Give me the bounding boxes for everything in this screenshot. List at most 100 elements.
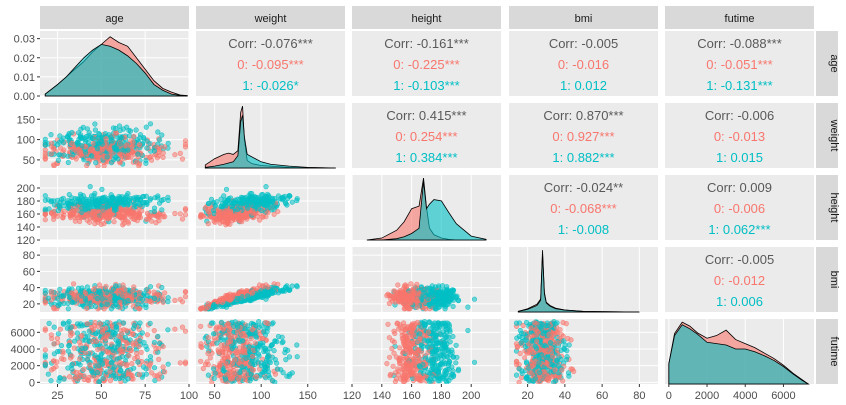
point-group-0 xyxy=(407,306,413,312)
point-group-1 xyxy=(248,360,254,366)
point-group-0 xyxy=(76,339,83,345)
point-group-0 xyxy=(425,329,432,335)
point-group-0 xyxy=(223,361,229,367)
point-group-0 xyxy=(149,370,155,376)
point-group-0 xyxy=(42,150,48,156)
point-group-1 xyxy=(435,304,441,311)
point-group-1 xyxy=(453,342,459,348)
point-group-0 xyxy=(73,156,79,162)
point-group-1 xyxy=(143,124,149,130)
point-group-1 xyxy=(42,354,48,360)
point-group-0 xyxy=(119,331,125,337)
point-group-1 xyxy=(268,343,274,349)
point-group-1 xyxy=(432,376,438,382)
corr-overall: Corr: 0.009 xyxy=(707,180,772,195)
corr-overall: Corr: 0.415*** xyxy=(386,108,466,123)
point-group-0 xyxy=(177,360,183,366)
point-group-0 xyxy=(260,283,266,289)
point-group-0 xyxy=(409,340,416,346)
point-group-1 xyxy=(54,142,61,148)
point-group-0 xyxy=(60,214,66,221)
point-group-0 xyxy=(129,361,135,367)
density-g1 xyxy=(44,43,188,97)
strip-top-label: bmi xyxy=(575,13,593,25)
panel-weight-height: Corr: 0.415***0: 0.254***1: 0.384*** xyxy=(352,103,501,168)
point-group-1 xyxy=(435,366,441,372)
point-group-0 xyxy=(415,338,421,345)
point-group-1 xyxy=(42,290,48,296)
point-group-1 xyxy=(117,199,123,205)
point-group-0 xyxy=(425,349,431,356)
panel-background xyxy=(665,175,814,240)
point-group-0 xyxy=(57,326,63,332)
point-group-0 xyxy=(162,290,168,296)
point-group-0 xyxy=(217,362,223,368)
point-group-0 xyxy=(410,325,416,331)
point-group-0 xyxy=(253,374,260,380)
strip-top-label: weight xyxy=(254,13,287,25)
point-group-1 xyxy=(441,359,447,365)
points xyxy=(42,281,189,312)
point-group-1 xyxy=(66,294,72,300)
point-group-1 xyxy=(117,134,123,140)
point-group-1 xyxy=(84,126,90,132)
point-group-1 xyxy=(61,376,67,382)
point-group-0 xyxy=(124,292,130,298)
point-group-0 xyxy=(82,212,89,218)
point-group-1 xyxy=(256,353,262,359)
point-group-1 xyxy=(144,145,150,151)
panel-background xyxy=(665,103,814,168)
strip-top-bg xyxy=(352,6,501,29)
point-group-0 xyxy=(153,346,159,352)
point-group-1 xyxy=(429,343,435,349)
point-group-1 xyxy=(113,206,119,213)
point-group-1 xyxy=(82,139,89,145)
point-group-1 xyxy=(210,331,217,337)
point-group-0 xyxy=(89,293,95,299)
point-group-0 xyxy=(107,378,113,384)
point-group-0 xyxy=(71,376,77,382)
point-group-0 xyxy=(225,332,231,338)
point-group-1 xyxy=(471,296,478,302)
point-group-1 xyxy=(143,287,149,293)
point-group-1 xyxy=(116,123,123,129)
point-group-0 xyxy=(241,347,247,354)
point-group-0 xyxy=(117,347,123,354)
strip-top-height: height xyxy=(352,6,501,29)
point-group-1 xyxy=(417,364,423,370)
point-group-1 xyxy=(125,297,131,304)
point-group-0 xyxy=(124,361,130,367)
strip-top-label: height xyxy=(412,13,442,25)
point-group-1 xyxy=(430,292,437,298)
point-group-1 xyxy=(450,368,456,374)
point-group-1 xyxy=(289,199,295,205)
strip-right-bg xyxy=(816,31,838,96)
point-group-1 xyxy=(432,297,438,304)
point-group-0 xyxy=(395,282,401,288)
point-group-0 xyxy=(126,369,132,375)
point-group-1 xyxy=(110,347,116,353)
point-group-0 xyxy=(160,299,166,305)
point-group-1 xyxy=(100,375,106,382)
point-group-1 xyxy=(280,287,286,293)
point-group-0 xyxy=(384,361,390,367)
point-group-1 xyxy=(143,304,149,311)
point-group-1 xyxy=(42,139,48,145)
point-group-0 xyxy=(209,340,215,346)
point-group-0 xyxy=(69,353,75,359)
point-group-0 xyxy=(198,212,204,218)
strip-right-label: age xyxy=(828,54,840,72)
point-group-0 xyxy=(76,151,83,157)
point-group-1 xyxy=(66,342,72,348)
point-group-0 xyxy=(151,328,157,334)
point-group-0 xyxy=(202,205,209,211)
point-group-0 xyxy=(95,209,101,215)
point-group-1 xyxy=(285,347,291,353)
point-group-0 xyxy=(116,211,122,217)
point-group-1 xyxy=(245,323,251,329)
point-group-0 xyxy=(402,298,408,305)
point-group-1 xyxy=(74,330,80,336)
point-group-0 xyxy=(69,140,75,146)
point-group-0 xyxy=(401,294,407,300)
point-group-0 xyxy=(388,371,394,378)
